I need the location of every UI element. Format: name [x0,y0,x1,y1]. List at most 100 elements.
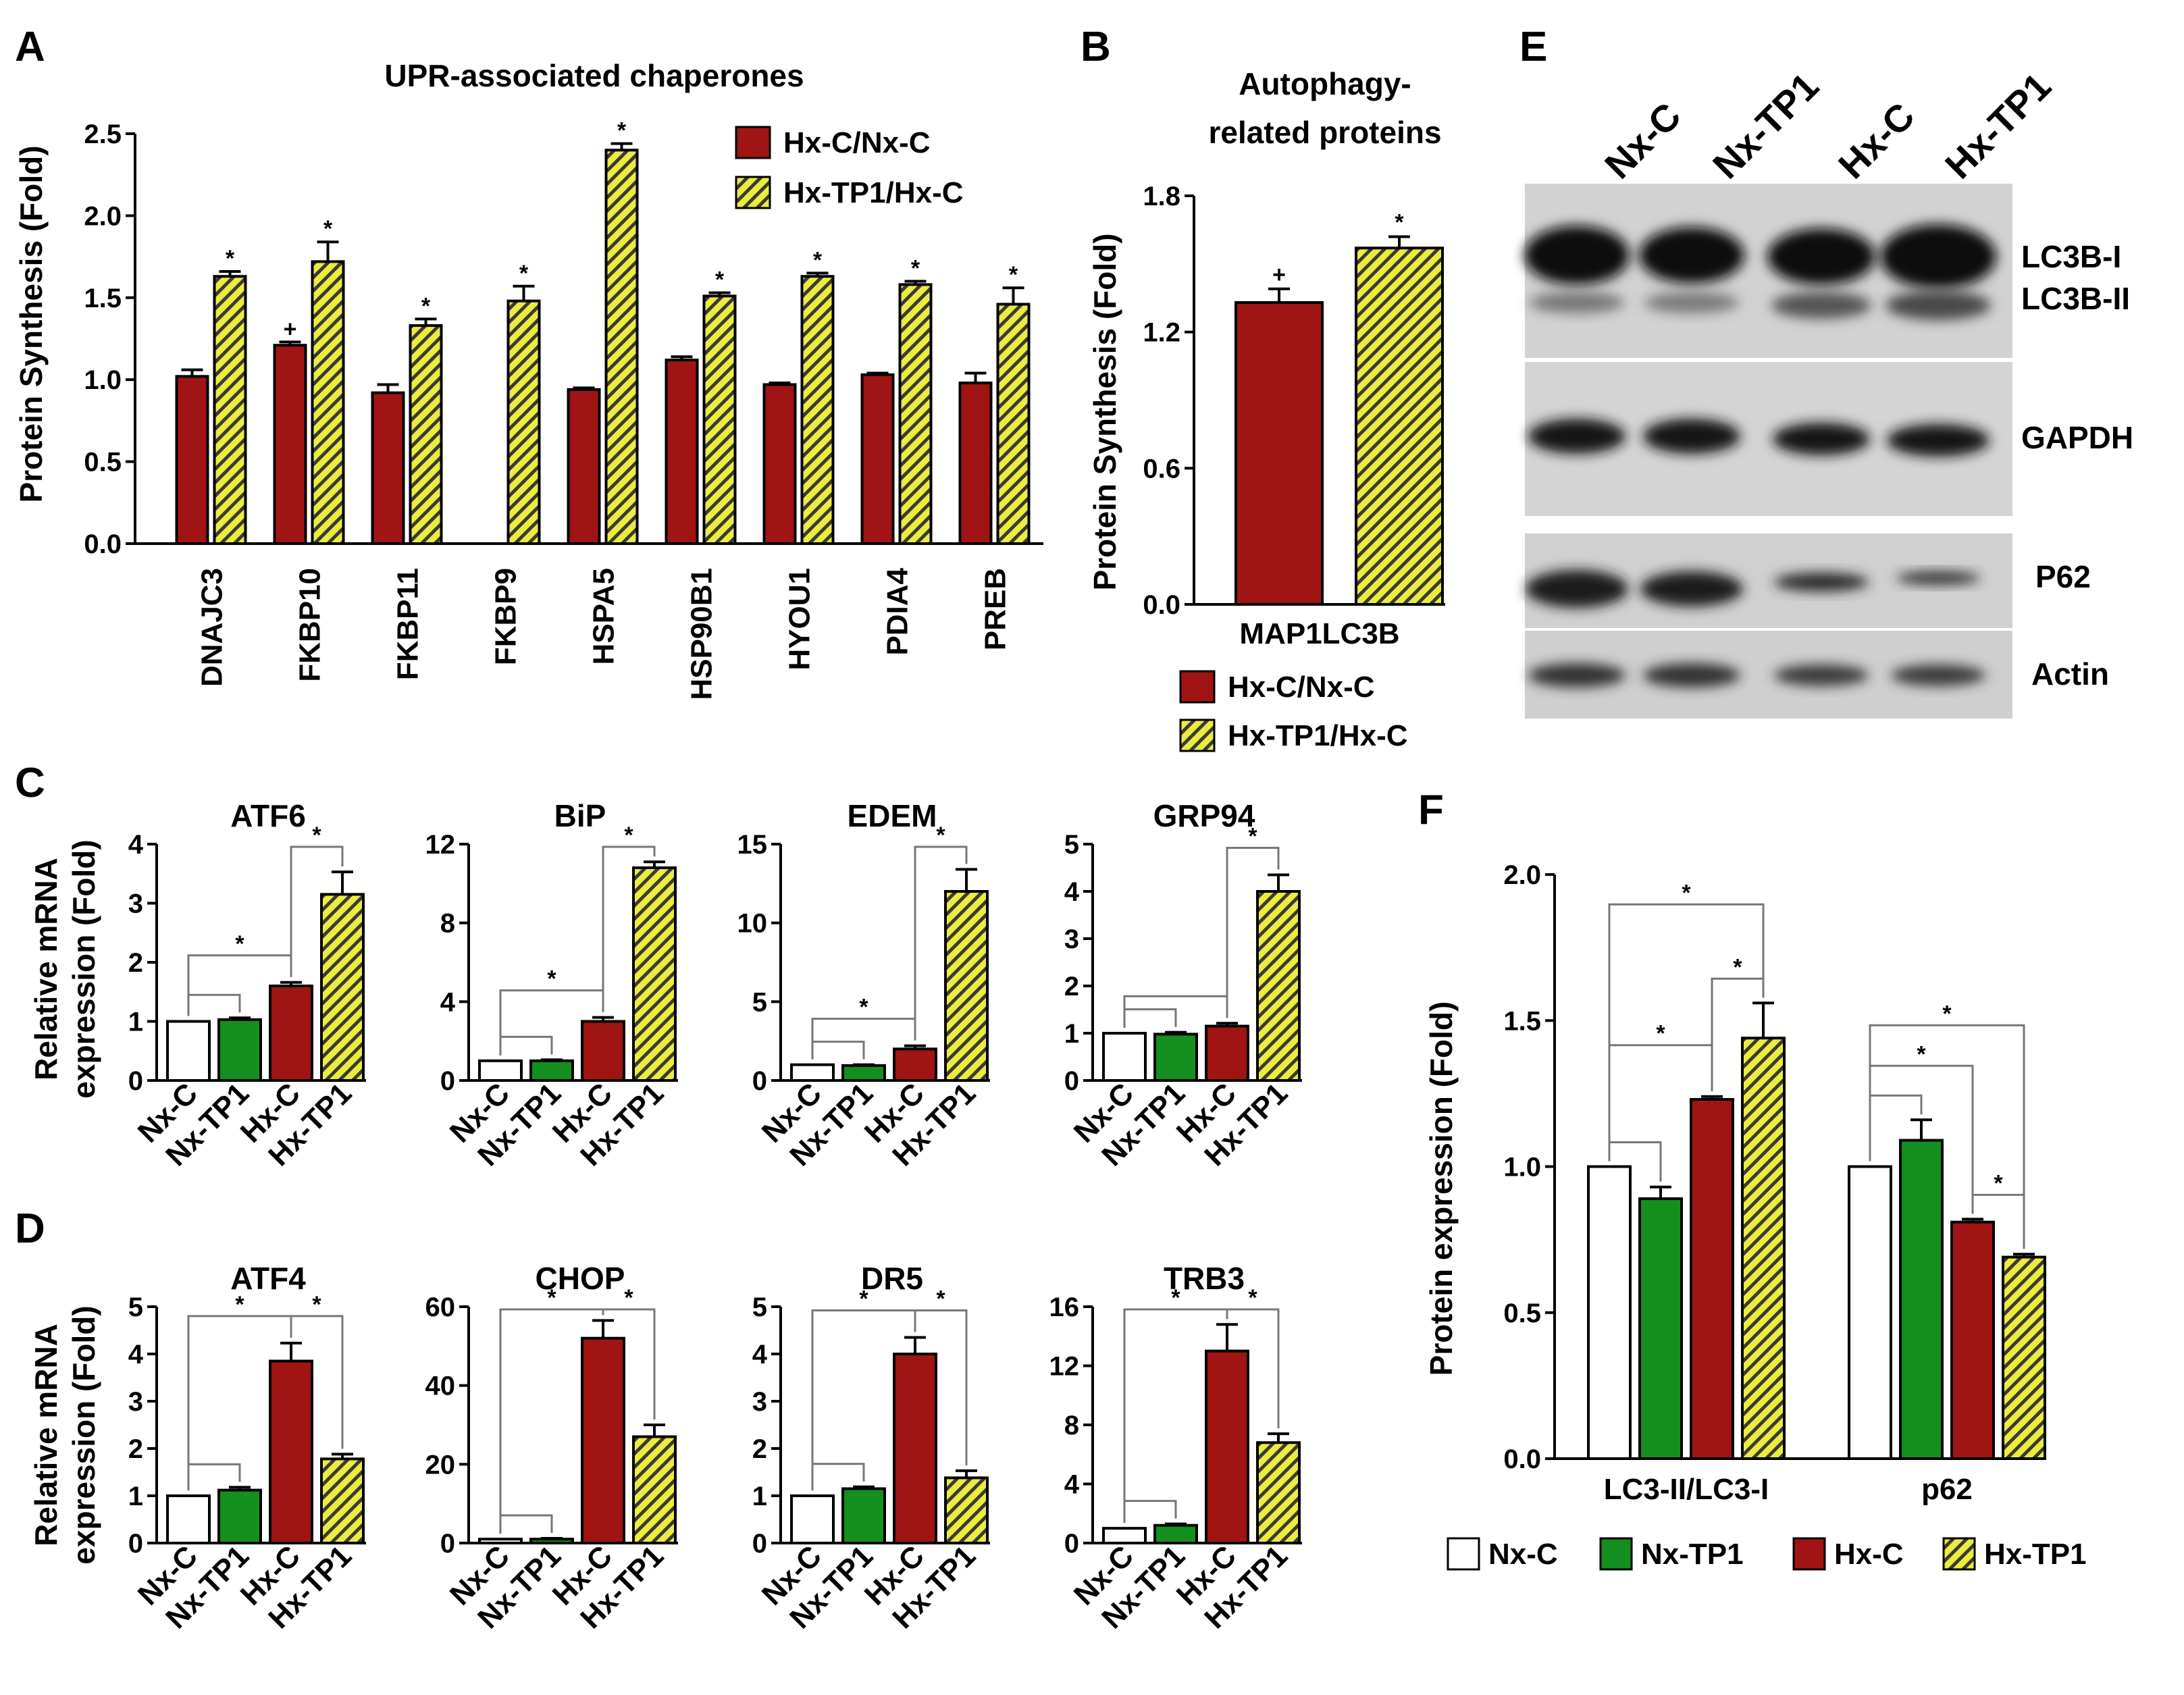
sig-mark-dnajc3: * [226,246,235,271]
sig-mark-hsp90b1: * [715,267,725,293]
panel-f-bracket-mark-1: * [1656,1021,1665,1047]
category-label-hsp90b1: HSP90B1 [685,568,719,700]
category-label-fkbp11: FKBP11 [392,568,425,680]
sig-mark-preb: * [1009,262,1018,288]
panel-a-title: UPR-associated chaperones [384,58,804,93]
subplot-d-atf4-bar-nx-tp1 [217,1488,262,1545]
subplot-d-trb3-ytick-label: 4 [1064,1470,1080,1500]
band-lc3b2-lane2 [1644,292,1739,313]
blot-lane-nx-tp1: Nx-TP1 [1705,65,1827,187]
band-p62-lane3 [1774,573,1869,592]
blot-label-lc3b-i: LC3B-I [2021,239,2121,274]
legend-swatch-nx-tp1 [1599,1537,1633,1571]
sig-mark-pdia4: * [911,256,920,282]
blot-strip-p62 [1525,533,2012,628]
bar-lc3-ii-lc3-i-nx-c [1587,1165,1632,1460]
subplot-d-chop-bracket-2 [602,1308,656,1419]
panel-c-plots: 01234ATF6Nx-CNx-TP1Hx-CHx-TP1**04812BiPN… [128,798,1302,1172]
bar-fkbp10-hx-c-nx-c [273,344,307,545]
panel-a-ytick-label: 1.0 [84,365,122,395]
panel-f-bracket-3 [1608,903,1765,1162]
subplot-c-atf6-ytick-label: 1 [128,1008,143,1037]
bar-p62-hx-c [1950,1220,1995,1461]
panel-letter-b: B [1081,24,1111,70]
subplot-c-grp94-bar-hx-c [1205,1024,1249,1082]
panel-b-ytick-label: 1.8 [1143,182,1180,211]
subplot-c-atf6-bar-hx-c [269,985,313,1082]
bar-hsp90b1-hx-tp1-hx-c [702,294,737,545]
subplot-d-atf4-title: ATF4 [230,1261,306,1296]
subplot-d-dr5-bar-nx-c [790,1494,835,1544]
panel-letter-a: A [15,24,45,70]
bar-fkbp9-hx-tp1-hx-c [506,299,541,545]
bar-preb-hx-c-nx-c [958,382,993,546]
band-gapdh-lane1 [1528,419,1626,454]
band-actin-lane3 [1774,664,1869,686]
subplot-c-grp94-ytick-label: 3 [1064,924,1079,954]
legend-label-hx-tp1-hx-c: Hx-TP1/Hx-C [783,176,964,209]
band-p62-lane4 [1896,571,1980,585]
bar-hspa5-hx-c-nx-c [567,388,601,545]
subplot-d-chop-bar-hx-c [581,1336,625,1544]
band-gapdh-lane3 [1773,423,1870,455]
blot-lane-nx-c: Nx-C [1596,95,1689,187]
panel-f-ytick-label: 0.0 [1503,1444,1541,1474]
panel-f-bracket-mark-2: * [1733,954,1742,980]
legend-swatch-b-hx-c-nx-c [1179,670,1216,704]
subplot-d-dr5-bracket-mark-1: * [859,1286,868,1312]
panel-f-bracket-mark-3: * [1682,880,1691,906]
subplot-d-dr5-ytick-label: 4 [752,1340,768,1370]
legend-label-b-hx-c-nx-c: Hx-C/Nx-C [1228,671,1375,704]
blot-strip-actin [1525,631,2012,719]
subplot-c-bip-ytick-label: 0 [440,1066,455,1096]
subplot-c-atf6-bar-hx-tp1 [320,893,365,1082]
legend-label-hx-c: Hx-C [1834,1538,1904,1571]
subplot-d-chop-bar-hx-tp1 [632,1435,677,1544]
band-p62-lane2 [1640,571,1743,606]
subplot-d-dr5-ytick-label: 1 [752,1482,767,1511]
panel-f-bracket-mark-6: * [1942,1001,1952,1026]
subplot-d-chop-bar-nx-tp1 [529,1538,574,1545]
subplot-d-trb3-bracket-mark-1: * [1171,1285,1180,1311]
subplot-c-bip-bar-nx-c [478,1059,523,1083]
panel-a-plot: 0.0 0.5 1.0 1.5 2.0 2.5 * DNAJC3 + * FKBP10 * FKBP11… [84,118,1043,700]
sig-mark-fkbp11: * [421,293,431,319]
blot-label-gapdh: GAPDH [2021,420,2133,455]
sig-mark-hspa5: * [617,118,627,144]
subplot-d-dr5-bar-nx-tp1 [841,1487,886,1544]
subplot-d-trb3-bar-nx-c [1102,1527,1147,1544]
subplot-d-atf4-bar-hx-tp1 [320,1457,365,1544]
panel-b: B Autophagy- related proteins Protein Sy… [1081,24,1445,752]
bar-hsp90b1-hx-c-nx-c [665,359,699,546]
subplot-d-chop-ytick-label: 20 [425,1450,456,1480]
subplot-c-bip-bracket-2 [602,845,656,1012]
panel-d: D Relative mRNA expression (Fold) 012345… [15,1205,1302,1635]
subplot-c-grp94-bracket-2 [1226,847,1280,1018]
panel-a: A UPR-associated chaperones Protein Synt… [14,24,1043,700]
bar-map1lc3b-hx-tp1-hx-c [1355,246,1444,606]
panel-a-ytick-label: 0.0 [84,529,122,559]
subplot-c-bip-ytick-label: 12 [425,830,456,860]
panel-a-legend: Hx-C/Nx-C Hx-TP1/Hx-C [735,126,964,209]
subplot-c-atf6-bar-nx-c [166,1020,211,1082]
panel-letter-c: C [15,760,45,806]
subplot-c-atf6-ytick-label: 4 [128,830,144,860]
category-label-fkbp10: FKBP10 [294,568,327,682]
subplot-c-bip-bar-hx-c [581,1020,625,1082]
sig-mark-map1lc3b: * [1395,210,1404,236]
subplot-d-trb3-bracket-2 [1226,1308,1280,1429]
panel-f-ytick-label: 1.5 [1503,1006,1541,1036]
subplot-c-edem-title: EDEM [848,798,937,833]
band-lc3b2-lane4 [1886,290,1991,320]
legend-swatch-hx-c [1792,1537,1826,1571]
panel-f-bracket-mark-7: * [1994,1170,2003,1196]
bar-lc3-ii-lc3-i-nx-tp1 [1638,1197,1683,1460]
bar-preb-hx-tp1-hx-c [996,303,1031,545]
subplot-d-chop-ytick-label: 40 [425,1372,456,1401]
subplot-c-grp94-ytick-label: 5 [1064,830,1079,860]
panel-f-ytick-label: 1.0 [1503,1153,1541,1182]
subplot-d-chop-bar-nx-c [478,1538,523,1545]
panel-d-ylabel-line1: Relative mRNA [28,1324,63,1546]
legend-swatch-hx-tp1 [1942,1537,1976,1571]
